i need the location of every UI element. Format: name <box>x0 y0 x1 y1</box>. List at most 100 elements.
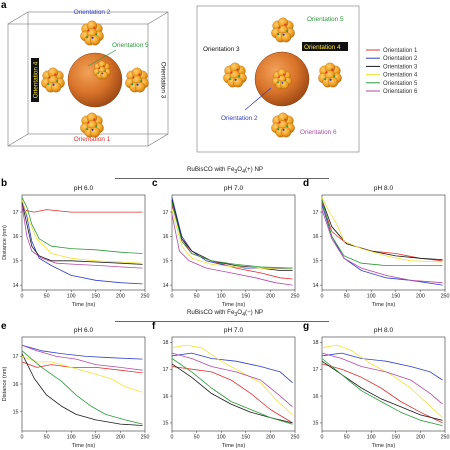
chart-g-ytick-label-2: 17 <box>313 367 319 373</box>
chart-e-frame <box>21 336 146 432</box>
chart-c-title: pH 7.0 <box>224 185 244 192</box>
protein-clusters-box-1 <box>41 20 149 138</box>
chart-d-xtick-label-2: 100 <box>367 294 376 300</box>
chart-c-xtick-label-2: 100 <box>217 294 226 300</box>
chart-e: pH 6.0 0 50 100 150 200 250 15 16 17 Time (ns) Dist… <box>2 327 150 449</box>
protein-cluster-b2-o5 <box>271 17 295 43</box>
chart-b-series-6 <box>21 204 143 269</box>
chart-e-xtick-label-1: 50 <box>44 435 50 441</box>
legend-label-5: Orientation 5 <box>383 81 418 87</box>
chart-b-xtick-label-4: 200 <box>116 294 125 300</box>
chart-c-xtick-label-0: 0 <box>171 294 174 300</box>
chart-f-ytick-label-2: 17 <box>163 367 169 373</box>
box1-label-bottom: Orientation 1 <box>74 136 111 143</box>
box2-label-left: Orientation 3 <box>203 46 240 53</box>
chart-b-series-4 <box>21 199 143 264</box>
chart-b-ytick-label-0: 14 <box>13 283 19 289</box>
chart-d-xtick-label-5: 250 <box>441 294 450 300</box>
chart-g-xtick-label-4: 200 <box>416 435 425 441</box>
chart-d-ytick-label-0: 14 <box>313 283 319 289</box>
chart-e-xlabel: Time (ns) <box>72 443 96 449</box>
chart-f-xlabel: Time (ns) <box>222 443 246 449</box>
chart-b-xtick-label-5: 250 <box>141 294 150 300</box>
chart-d-series-4 <box>321 197 443 263</box>
panel-letter-a: a <box>1 0 7 11</box>
chart-f: pH 7.0 0 50 100 150 200 250 15 16 17 18 Time (ns) <box>163 327 300 449</box>
protein-clusters-box-2 <box>223 17 342 138</box>
chart-g-xtick-label-3: 150 <box>391 435 400 441</box>
chart-f-xtick-label-3: 150 <box>241 435 250 441</box>
chart-e-ytick-label-2: 17 <box>13 354 19 360</box>
legend-label-4: Orientation 4 <box>383 73 418 79</box>
panel-letter-g: g <box>303 321 310 332</box>
section-rule-positive <box>115 178 329 179</box>
panel-letter-b: b <box>1 178 8 189</box>
chart-f-series-3 <box>171 363 293 424</box>
chart-f-series-5 <box>171 358 293 425</box>
chart-f-title: pH 7.0 <box>224 327 244 334</box>
chart-g-series-6 <box>321 352 443 405</box>
chart-c-series-4 <box>171 209 293 270</box>
protein-cluster-b2-o4 <box>318 62 342 88</box>
section-title-positive: RuBisCO with Fe3O4(+) NP <box>186 166 264 176</box>
box2-label-right-bg <box>302 42 348 51</box>
chart-c-xtick-label-4: 200 <box>266 294 275 300</box>
chart-e-ylabel: Distance (nm) <box>2 366 8 401</box>
chart-g-xtick-label-0: 0 <box>321 435 324 441</box>
section-title-negative: RuBisCO with Fe3O4(−) NP <box>186 309 264 319</box>
chart-g-xlabel: Time (ns) <box>372 443 396 449</box>
box1-label-inner: Orientation 5 <box>112 42 149 49</box>
chart-c-ytick-label-2: 16 <box>163 234 169 240</box>
chart-g-xtick-label-5: 250 <box>441 435 450 441</box>
chart-c-series-5 <box>171 202 293 269</box>
protein-cluster-b2-o6 <box>271 112 295 138</box>
chart-g-ytick-label-1: 16 <box>313 394 319 400</box>
nanoparticle-sphere-1 <box>67 52 123 108</box>
chart-d-ytick-label-3: 17 <box>313 210 319 216</box>
chart-e-series-1 <box>21 361 143 374</box>
legend-label-2: Orientation 2 <box>383 56 418 62</box>
chart-e-series-3 <box>21 353 143 426</box>
chart-c-xtick-label-5: 250 <box>291 294 300 300</box>
box1-label-right: Orientation 3 <box>160 62 167 99</box>
chart-c-series-2 <box>171 197 293 269</box>
chart-g-series-4 <box>321 344 443 418</box>
legend: Orientation 1 Orientation 2 Orientation 3 O… <box>366 48 418 95</box>
chart-f-xtick-label-2: 100 <box>217 435 226 441</box>
chart-b-series-1 <box>21 209 143 213</box>
chart-f-xtick-label-0: 0 <box>171 435 174 441</box>
chart-g-ytick-label-3: 18 <box>313 340 319 346</box>
orientation-illustration: Orientation 2 Orientation 5 Orientation … <box>7 5 418 153</box>
legend-label-1: Orientation 1 <box>383 48 418 54</box>
chart-e-xtick-label-5: 250 <box>141 435 150 441</box>
chart-c-series-3 <box>171 199 293 271</box>
box1-label-left: Orientation 4 <box>32 61 39 98</box>
chart-e-title: pH 6.0 <box>74 327 94 334</box>
chart-b-xtick-label-2: 100 <box>67 294 76 300</box>
chart-f-xtick-label-5: 250 <box>291 435 300 441</box>
pointer-line-2 <box>244 87 272 111</box>
chart-g-ytick-label-0: 15 <box>313 421 319 427</box>
chart-c-ytick-label-0: 14 <box>163 283 169 289</box>
chart-f-series-1 <box>171 366 293 424</box>
box2-label-right: Orientation 4 <box>304 44 341 51</box>
chart-d-frame <box>321 194 446 291</box>
section-rule-negative <box>115 321 329 322</box>
chart-e-xtick-label-3: 150 <box>91 435 100 441</box>
chart-e-xtick-label-4: 200 <box>116 435 125 441</box>
chart-d-series-5 <box>321 199 443 266</box>
chart-b-xtick-label-3: 150 <box>91 294 100 300</box>
chart-d-title: pH 8.0 <box>374 185 394 192</box>
chart-b-xtick-label-0: 0 <box>21 294 24 300</box>
chart-b-xlabel: Time (ns) <box>72 302 96 308</box>
chart-f-series-6 <box>171 352 293 408</box>
chart-b-xtick-label-1: 50 <box>44 294 50 300</box>
chart-f-xtick-label-4: 200 <box>266 435 275 441</box>
chart-d-ytick-label-2: 16 <box>313 234 319 240</box>
chart-c-xlabel: Time (ns) <box>222 302 246 308</box>
chart-d-xlabel: Time (ns) <box>372 302 396 308</box>
box2-label-inner: Orientation 2 <box>221 115 258 122</box>
protein-cluster-o1 <box>80 112 104 138</box>
panel-letter-e: e <box>1 321 7 332</box>
chart-g-title: pH 8.0 <box>374 327 394 334</box>
